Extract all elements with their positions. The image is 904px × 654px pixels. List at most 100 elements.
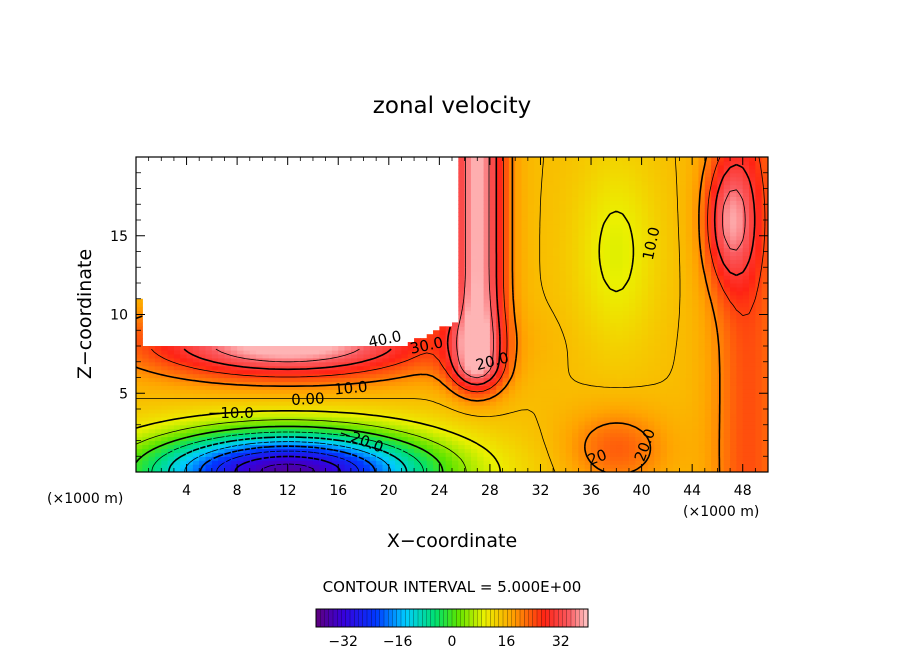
field-cell (173, 405, 181, 410)
field-cell (464, 259, 472, 264)
field-cell (407, 452, 415, 457)
field-cell (578, 259, 586, 264)
field-cell (565, 464, 573, 469)
field-cell (401, 444, 409, 449)
field-cell (673, 385, 681, 390)
field-cell (584, 208, 592, 213)
field-cell (654, 369, 662, 375)
field-cell (527, 251, 535, 257)
field-cell (148, 444, 156, 449)
field-cell (331, 389, 339, 394)
field-cell (426, 405, 434, 410)
field-cell (666, 310, 674, 316)
field-cell (572, 464, 579, 469)
field-cell (679, 420, 687, 426)
field-cell (704, 208, 712, 213)
field-cell (559, 267, 567, 272)
field-cell (692, 334, 700, 339)
field-cell (173, 365, 181, 371)
field-cell (540, 381, 548, 386)
field-cell (464, 231, 472, 237)
field-cell (711, 286, 719, 292)
field-cell (230, 424, 238, 430)
field-cell (578, 172, 586, 178)
field-cell (237, 428, 245, 434)
field-cell (464, 338, 472, 343)
field-cell (660, 263, 668, 268)
field-cell (300, 401, 308, 406)
field-cell (660, 279, 668, 284)
field-cell (483, 464, 491, 469)
field-cell (603, 298, 611, 304)
field-cell (527, 416, 535, 422)
field-cell (369, 456, 377, 461)
field-cell (641, 271, 649, 276)
field-cell (673, 389, 681, 394)
field-cell (540, 294, 548, 300)
field-cell (635, 369, 643, 375)
field-cell (540, 172, 548, 178)
field-cell (502, 220, 510, 225)
field-cell (439, 424, 447, 430)
field-cell (698, 290, 706, 296)
field-cell (654, 298, 662, 304)
field-cell (572, 223, 579, 229)
field-cell (654, 216, 662, 221)
field-cell (679, 452, 687, 457)
field-cell (502, 381, 510, 386)
field-cell (439, 330, 447, 335)
field-cell (641, 208, 649, 213)
field-cell (553, 405, 561, 410)
field-cell (527, 318, 535, 323)
field-cell (489, 196, 497, 201)
field-cell (635, 294, 643, 300)
field-cell (452, 349, 459, 355)
field-cell (521, 172, 529, 178)
field-cell (458, 401, 466, 406)
field-cell (692, 160, 700, 166)
field-cell (148, 365, 156, 371)
field-cell (142, 420, 150, 426)
field-cell (211, 393, 219, 398)
field-cell (692, 452, 700, 457)
field-cell (546, 188, 554, 194)
field-cell (470, 330, 478, 335)
field-cell (527, 330, 535, 335)
field-cell (534, 212, 542, 217)
field-cell (186, 369, 194, 375)
field-cell (331, 397, 339, 402)
field-cell (591, 353, 598, 359)
field-cell (388, 405, 396, 410)
field-cell (666, 283, 674, 288)
field-cell (489, 432, 497, 438)
field-cell (502, 436, 510, 442)
field-cell (647, 393, 655, 398)
field-cell (711, 424, 719, 430)
field-cell (445, 405, 453, 410)
field-cell (534, 393, 542, 398)
field-cell (692, 436, 700, 442)
field-cell (559, 428, 567, 434)
field-cell (565, 346, 573, 351)
field-cell (553, 464, 561, 469)
field-cell (312, 420, 320, 426)
field-cell (464, 180, 472, 186)
field-cell (546, 310, 554, 316)
field-cell (180, 389, 188, 394)
field-cell (388, 385, 396, 390)
field-cell (685, 381, 693, 386)
field-cell (502, 424, 510, 430)
field-cell (704, 322, 712, 327)
field-cell (407, 420, 415, 426)
field-cell (464, 164, 472, 170)
field-cell (218, 448, 226, 453)
field-cell (439, 452, 447, 457)
field-cell (679, 330, 687, 335)
field-cell (376, 448, 384, 453)
field-cell (622, 416, 630, 422)
field-cell (439, 373, 447, 379)
field-cell (647, 420, 655, 426)
field-cell (679, 464, 687, 469)
field-cell (641, 369, 649, 375)
field-cell (426, 440, 434, 446)
